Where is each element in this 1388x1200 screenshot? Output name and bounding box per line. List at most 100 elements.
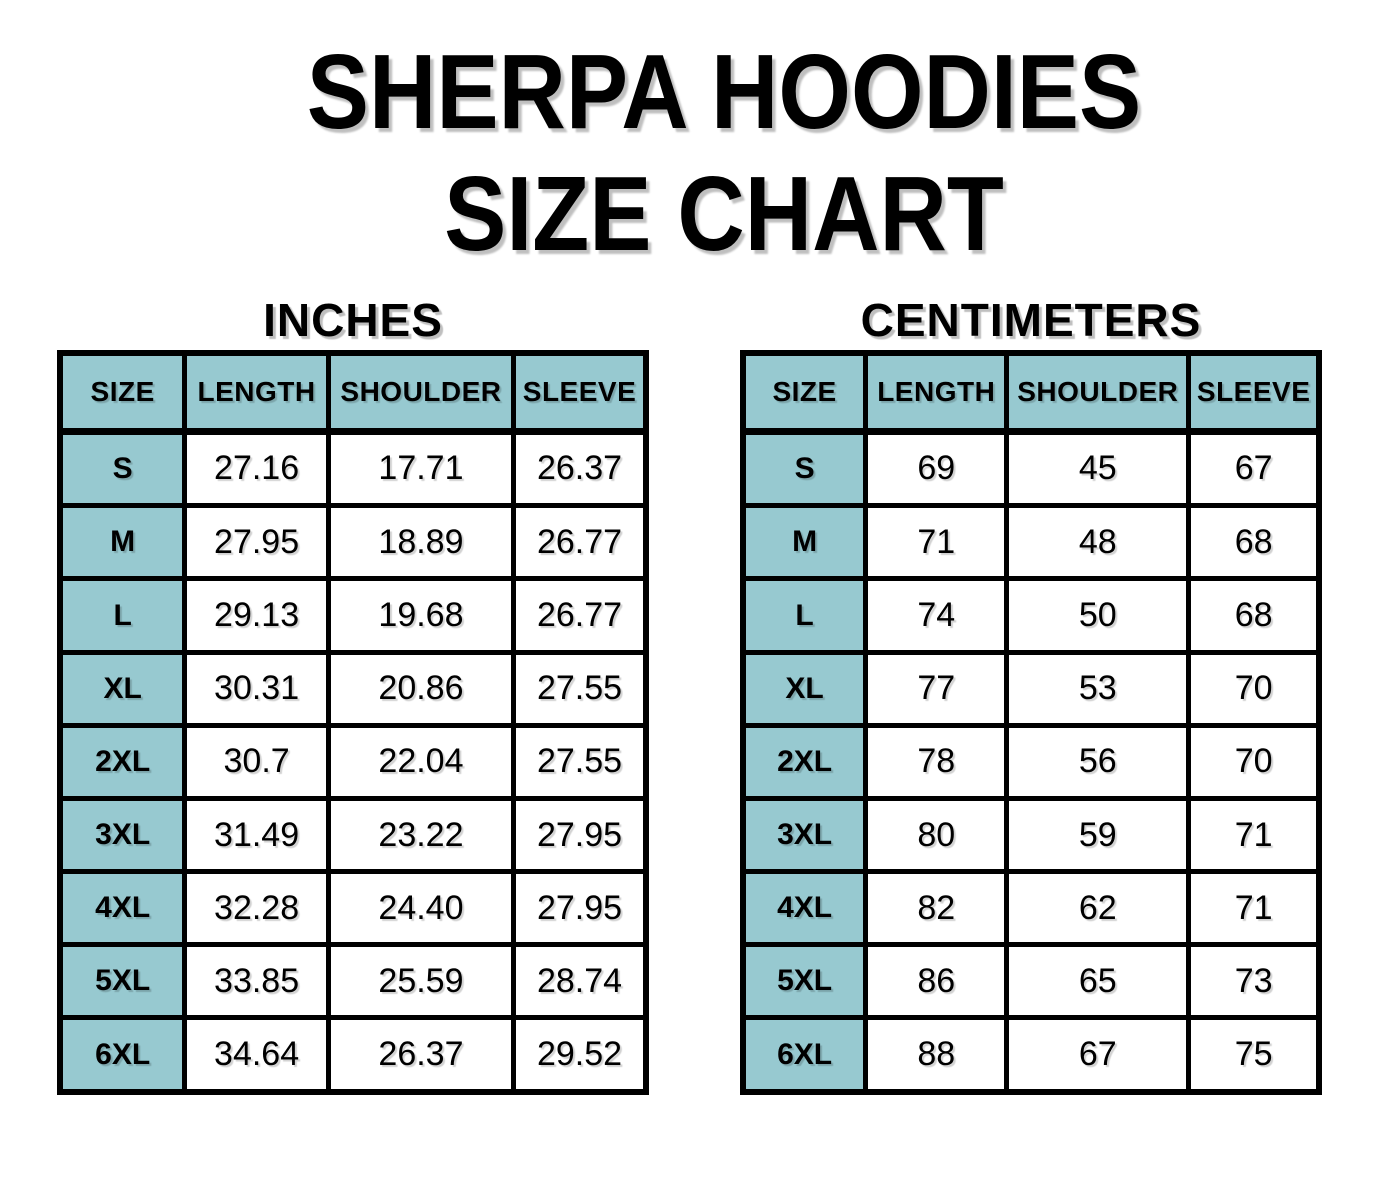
- measurement-value: 80: [863, 795, 1010, 875]
- measurement-value: 56: [1004, 722, 1192, 801]
- size-row-m: M 27.95 18.89 26.77: [57, 503, 649, 582]
- size-label: 2XL: [740, 722, 869, 801]
- size-row-xl: XL 30.31 20.86 27.55: [57, 649, 649, 728]
- size-label: XL: [57, 649, 188, 728]
- size-label: 6XL: [740, 1015, 869, 1095]
- measurement-value: 48: [1004, 503, 1192, 582]
- measurement-value: 77: [863, 649, 1010, 728]
- size-row-6xl: 6XL 34.64 26.37 29.52: [57, 1015, 649, 1095]
- measurement-value: 86: [863, 942, 1010, 1021]
- inches-size-table: SIZE LENGTH SHOULDER SLEEVE S 27.16 17.71 26.3…: [57, 350, 649, 1095]
- measurement-value: 27.55: [511, 649, 649, 728]
- inches-heading: INCHES: [263, 294, 443, 346]
- size-label: 5XL: [57, 942, 188, 1021]
- size-label: 4XL: [740, 869, 869, 948]
- measurement-value: 74: [863, 576, 1010, 655]
- measurement-value: 59: [1004, 795, 1192, 875]
- measurement-value: 27.95: [511, 869, 649, 948]
- size-label: 6XL: [57, 1015, 188, 1095]
- size-row-3xl: 3XL 31.49 23.22 27.95: [57, 795, 649, 875]
- measurement-value: 26.37: [511, 428, 649, 509]
- measurement-value: 69: [863, 428, 1010, 509]
- size-label: M: [740, 503, 869, 582]
- size-row-l: L 74 50 68: [740, 576, 1322, 655]
- centimeters-panel: CENTIMETERS SIZE LENGTH SHOULDER SLEEVE S 69…: [740, 296, 1322, 1095]
- measurement-value: 26.37: [325, 1015, 517, 1095]
- column-header-shoulder: SHOULDER: [325, 350, 517, 435]
- measurement-value: 71: [1186, 795, 1322, 875]
- measurement-value: 67: [1004, 1015, 1192, 1095]
- measurement-value: 27.95: [182, 503, 331, 582]
- size-label: 3XL: [740, 795, 869, 875]
- column-header-sleeve: SLEEVE: [511, 350, 649, 435]
- measurement-value: 26.77: [511, 503, 649, 582]
- measurement-value: 30.7: [182, 722, 331, 801]
- measurement-value: 25.59: [325, 942, 517, 1021]
- size-label: L: [740, 576, 869, 655]
- size-row-4xl: 4XL 82 62 71: [740, 869, 1322, 948]
- measurement-value: 22.04: [325, 722, 517, 801]
- size-row-3xl: 3XL 80 59 71: [740, 795, 1322, 875]
- measurement-value: 32.28: [182, 869, 331, 948]
- measurement-value: 75: [1186, 1015, 1322, 1095]
- centimeters-size-table: SIZE LENGTH SHOULDER SLEEVE S 69 45 67 M 71 48 68 L…: [740, 350, 1322, 1095]
- centimeters-header-row: SIZE LENGTH SHOULDER SLEEVE: [740, 350, 1322, 435]
- centimeters-heading: CENTIMETERS: [860, 294, 1202, 346]
- size-row-5xl: 5XL 33.85 25.59 28.74: [57, 942, 649, 1021]
- page-title: SHERPA HOODIES SIZE CHART: [113, 31, 1334, 275]
- inches-panel: INCHES SIZE LENGTH SHOULDER SLEEVE S 27.16 17…: [57, 296, 649, 1095]
- measurement-value: 33.85: [182, 942, 331, 1021]
- size-label: 3XL: [57, 795, 188, 875]
- page-title-line-1: SHERPA HOODIES: [306, 33, 1142, 151]
- size-row-2xl: 2XL 30.7 22.04 27.55: [57, 722, 649, 801]
- measurement-value: 31.49: [182, 795, 331, 875]
- size-label: S: [57, 428, 188, 509]
- column-header-size: SIZE: [740, 350, 869, 435]
- size-label: 2XL: [57, 722, 188, 801]
- size-row-l: L 29.13 19.68 26.77: [57, 576, 649, 655]
- column-header-size: SIZE: [57, 350, 188, 435]
- size-row-xl: XL 77 53 70: [740, 649, 1322, 728]
- measurement-value: 68: [1186, 503, 1322, 582]
- measurement-value: 53: [1004, 649, 1192, 728]
- measurement-value: 88: [863, 1015, 1010, 1095]
- measurement-value: 71: [1186, 869, 1322, 948]
- measurement-value: 26.77: [511, 576, 649, 655]
- column-header-length: LENGTH: [863, 350, 1010, 435]
- measurement-value: 65: [1004, 942, 1192, 1021]
- size-label: M: [57, 503, 188, 582]
- measurement-value: 30.31: [182, 649, 331, 728]
- measurement-value: 73: [1186, 942, 1322, 1021]
- size-row-6xl: 6XL 88 67 75: [740, 1015, 1322, 1095]
- measurement-value: 17.71: [325, 428, 517, 509]
- measurement-value: 27.95: [511, 795, 649, 875]
- measurement-value: 18.89: [325, 503, 517, 582]
- measurement-value: 78: [863, 722, 1010, 801]
- size-label: XL: [740, 649, 869, 728]
- measurement-value: 28.74: [511, 942, 649, 1021]
- page-title-line-2: SIZE CHART: [444, 155, 1004, 273]
- size-row-s: S 27.16 17.71 26.37: [57, 428, 649, 509]
- measurement-value: 45: [1004, 428, 1192, 509]
- size-label: L: [57, 576, 188, 655]
- inches-header-row: SIZE LENGTH SHOULDER SLEEVE: [57, 350, 649, 435]
- size-row-m: M 71 48 68: [740, 503, 1322, 582]
- measurement-value: 27.16: [182, 428, 331, 509]
- measurement-value: 19.68: [325, 576, 517, 655]
- size-row-4xl: 4XL 32.28 24.40 27.95: [57, 869, 649, 948]
- column-header-length: LENGTH: [182, 350, 331, 435]
- measurement-value: 20.86: [325, 649, 517, 728]
- measurement-value: 23.22: [325, 795, 517, 875]
- measurement-value: 27.55: [511, 722, 649, 801]
- size-label: S: [740, 428, 869, 509]
- measurement-value: 50: [1004, 576, 1192, 655]
- measurement-value: 67: [1186, 428, 1322, 509]
- measurement-value: 29.13: [182, 576, 331, 655]
- measurement-value: 29.52: [511, 1015, 649, 1095]
- size-label: 5XL: [740, 942, 869, 1021]
- size-row-s: S 69 45 67: [740, 428, 1322, 509]
- column-header-shoulder: SHOULDER: [1004, 350, 1192, 435]
- measurement-value: 70: [1186, 649, 1322, 728]
- size-row-2xl: 2XL 78 56 70: [740, 722, 1322, 801]
